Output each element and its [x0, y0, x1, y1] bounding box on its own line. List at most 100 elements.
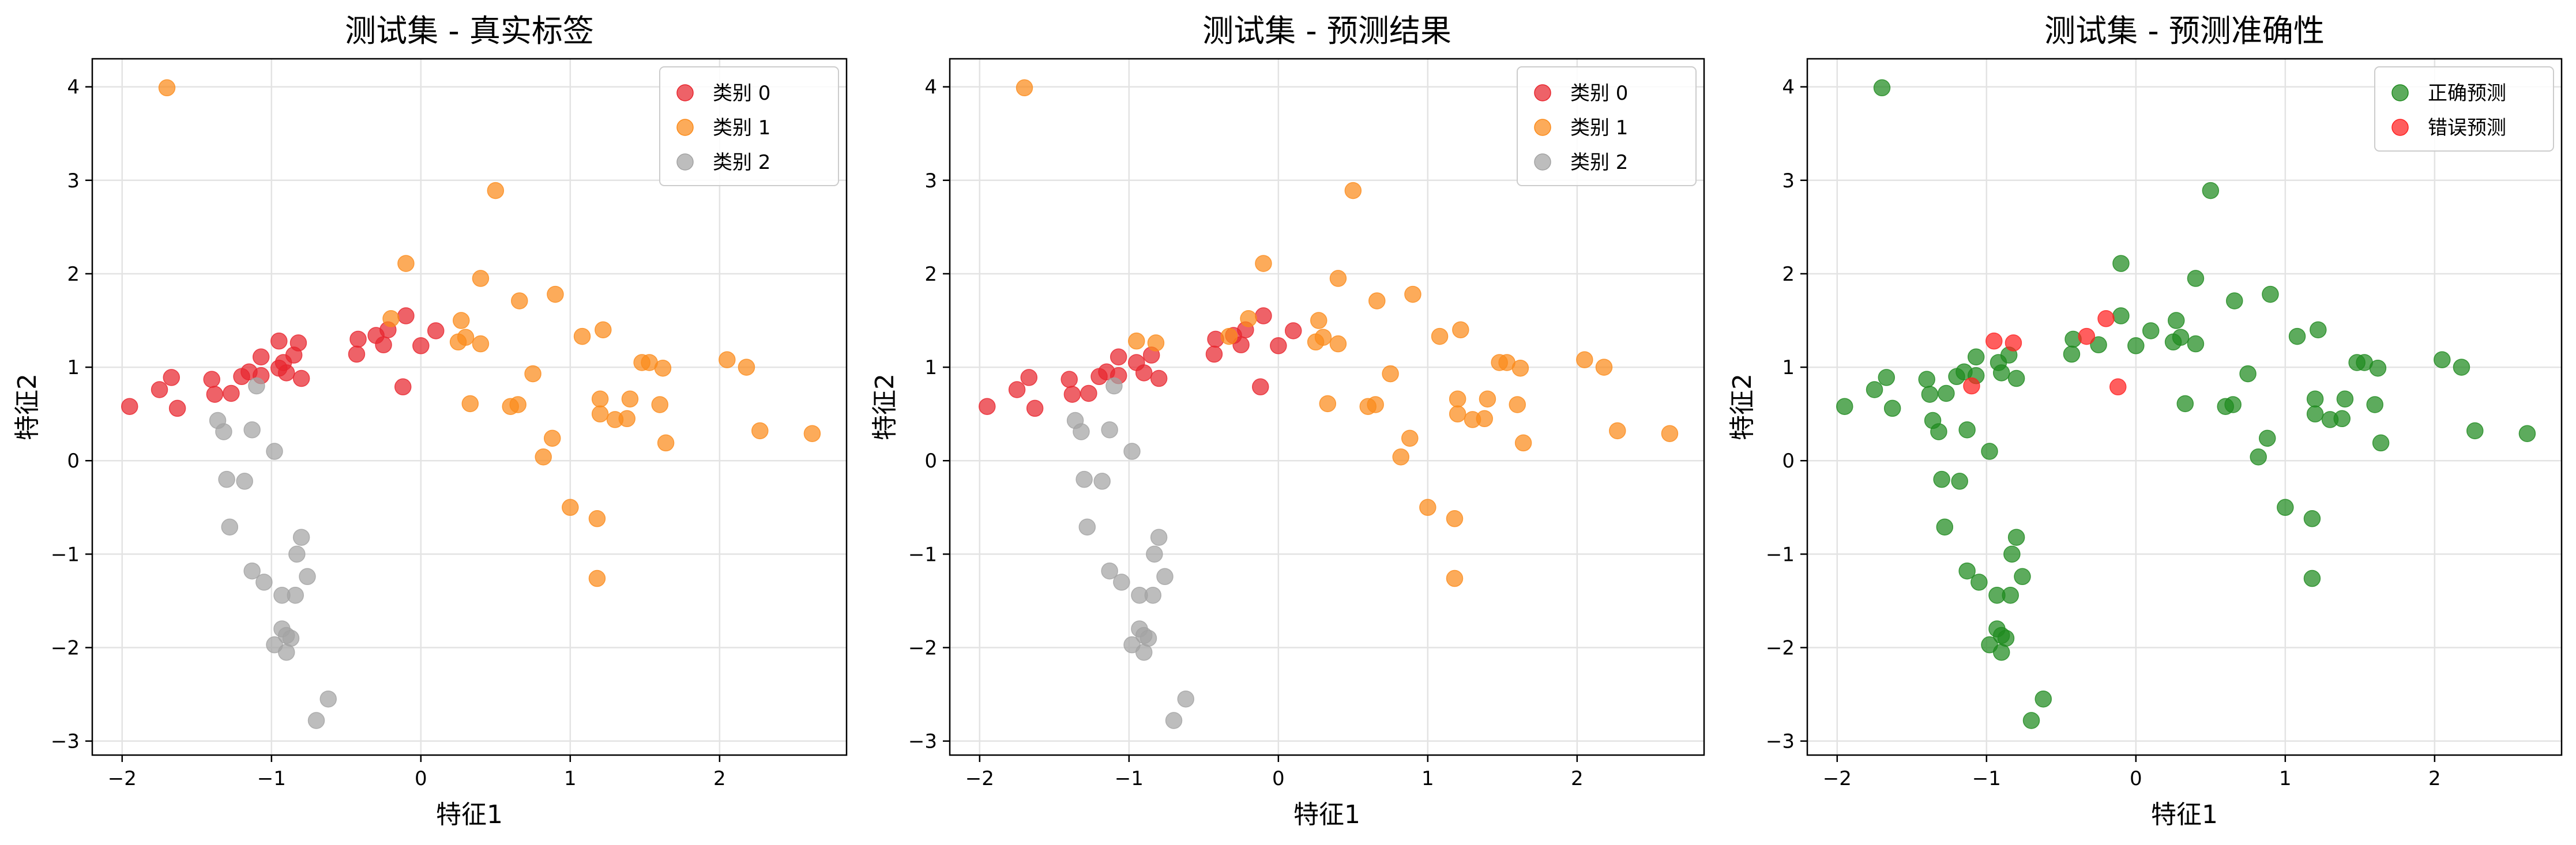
x-tick-label: 1 — [1421, 767, 1434, 790]
data-point — [1933, 470, 1950, 488]
legend-box — [659, 66, 839, 186]
data-point — [1101, 421, 1118, 439]
data-point — [2063, 345, 2081, 363]
data-point — [288, 545, 306, 563]
y-tick-label: 4 — [924, 76, 937, 99]
data-point — [1123, 443, 1141, 460]
data-point — [221, 518, 239, 536]
data-point — [236, 473, 253, 490]
data-point — [1392, 448, 1409, 466]
data-point — [2306, 405, 2324, 423]
data-point — [348, 345, 366, 363]
data-point — [1883, 399, 1901, 417]
legend-label: 类别 1 — [713, 116, 770, 139]
data-point — [2005, 334, 2022, 352]
data-point — [427, 322, 445, 339]
data-point — [299, 568, 316, 586]
data-point — [1165, 712, 1183, 729]
data-point — [206, 386, 224, 403]
data-point — [1479, 390, 1496, 408]
data-point — [1270, 337, 1287, 354]
y-tick-label: −3 — [908, 730, 937, 753]
data-point — [1514, 434, 1532, 452]
data-point — [223, 384, 240, 402]
y-tick-label: 3 — [924, 169, 937, 193]
data-point — [1205, 345, 1223, 363]
legend-marker — [1534, 84, 1551, 101]
data-point — [1319, 395, 1337, 413]
data-point — [2187, 270, 2205, 287]
data-point — [2097, 310, 2115, 327]
data-point — [1061, 371, 1078, 388]
data-point — [1873, 79, 1891, 97]
data-point — [2022, 712, 2040, 729]
data-point — [2518, 425, 2536, 442]
data-point — [2303, 569, 2321, 587]
data-point — [163, 369, 180, 386]
data-point — [1936, 518, 1954, 536]
x-tick-label: −1 — [1115, 767, 1144, 790]
data-point — [2372, 434, 2390, 452]
legend-marker — [2391, 84, 2409, 101]
legend-marker — [2391, 119, 2409, 136]
series-2 — [158, 79, 821, 587]
data-point — [1509, 396, 1526, 413]
data-point — [1446, 510, 1464, 527]
data-point — [1150, 369, 1168, 387]
chart-title: 测试集 - 真实标签 — [345, 13, 594, 49]
data-point — [2453, 359, 2470, 376]
legend-marker — [676, 119, 694, 136]
data-point — [2369, 359, 2387, 377]
y-tick-label: 3 — [1782, 169, 1795, 193]
y-tick-label: 4 — [67, 76, 80, 99]
data-point — [292, 529, 310, 546]
legend-marker — [1534, 119, 1551, 136]
series-3 — [1066, 377, 1194, 729]
data-point — [1661, 425, 1679, 442]
y-tick-label: −2 — [908, 637, 937, 660]
data-point — [1255, 255, 1272, 272]
data-point — [1511, 359, 1529, 377]
data-point — [1329, 335, 1347, 353]
data-point — [1476, 410, 1494, 428]
data-point — [1367, 396, 1384, 413]
data-point — [2303, 510, 2321, 527]
data-point — [1105, 377, 1123, 395]
data-point — [397, 255, 415, 272]
data-point — [1063, 386, 1081, 403]
legend-label: 类别 2 — [713, 151, 770, 174]
data-point — [1992, 364, 2010, 382]
data-point — [2366, 396, 2383, 413]
data-point — [1449, 405, 1466, 423]
data-point — [511, 292, 528, 310]
data-point — [1150, 529, 1168, 546]
legend: 类别 0 类别 1 类别 2 — [659, 66, 839, 186]
data-point — [287, 586, 304, 604]
data-point — [2277, 499, 2294, 516]
data-point — [654, 359, 672, 377]
data-point — [203, 371, 220, 388]
y-tick-label: −1 — [908, 543, 937, 566]
data-point — [307, 712, 325, 729]
x-tick-label: −2 — [108, 767, 137, 790]
data-point — [394, 378, 412, 395]
data-point — [588, 510, 606, 527]
data-point — [289, 334, 307, 352]
data-point — [1576, 351, 1593, 368]
y-tick-label: 1 — [924, 356, 937, 379]
data-point — [2003, 545, 2021, 563]
data-point — [243, 421, 261, 439]
data-point — [621, 390, 639, 408]
data-point — [2014, 568, 2031, 586]
x-tick-label: 2 — [2428, 767, 2441, 790]
data-point — [573, 327, 591, 345]
data-point — [1921, 386, 1939, 403]
series-1 — [1836, 79, 2536, 729]
data-point — [1128, 332, 1145, 350]
data-point — [2142, 322, 2160, 339]
chart-title: 测试集 - 预测结果 — [1202, 13, 1451, 49]
y-tick-label: 4 — [1782, 76, 1795, 99]
data-point — [2002, 586, 2020, 604]
